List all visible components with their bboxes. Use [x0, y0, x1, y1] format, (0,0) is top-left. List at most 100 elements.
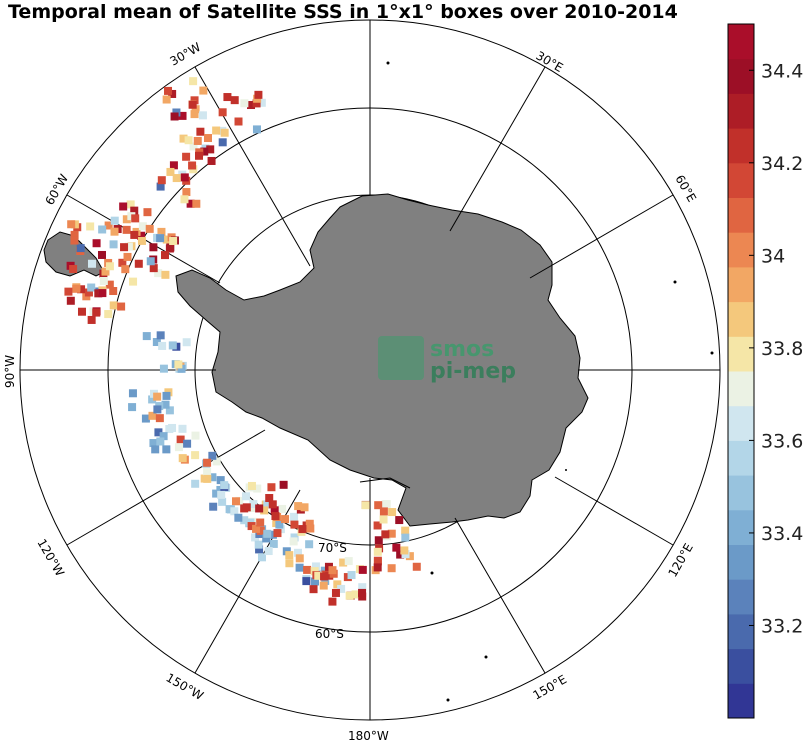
sss-box	[151, 445, 160, 454]
sss-box	[161, 251, 170, 260]
sss-box	[206, 145, 215, 154]
sss-box	[232, 497, 241, 506]
colorbar-swatch	[728, 197, 754, 233]
sss-box	[123, 252, 132, 261]
meridian-label-120w: 120°W	[34, 537, 67, 579]
meridian-label-180: 180°W	[348, 729, 389, 742]
sss-box	[247, 101, 256, 110]
sss-box	[77, 307, 86, 316]
sss-box	[69, 265, 78, 274]
meridian-label-30w: 30°W	[168, 40, 204, 69]
sss-box	[145, 224, 154, 233]
sss-box	[203, 134, 212, 143]
sss-box	[165, 406, 174, 415]
sss-box	[172, 174, 181, 183]
colorbar-swatch	[728, 648, 754, 684]
colorbar-swatch	[728, 266, 754, 303]
sss-box	[180, 173, 189, 182]
sss-box	[345, 591, 354, 600]
sss-box	[373, 547, 382, 556]
colorbar-swatch	[728, 440, 754, 476]
sss-box	[165, 244, 174, 253]
sss-box	[174, 360, 183, 369]
colorbar-swatch	[728, 24, 754, 60]
sss-box	[303, 565, 312, 574]
colorbar-swatch	[728, 683, 754, 719]
sss-box	[358, 592, 367, 601]
sss-box	[278, 504, 287, 513]
sss-box	[337, 584, 346, 593]
colorbar-tick-label: 33.8	[761, 338, 803, 360]
sss-box	[178, 424, 187, 433]
meridian-120e	[554, 476, 674, 546]
sss-box	[162, 95, 171, 104]
sss-box	[110, 216, 119, 225]
sss-box	[143, 208, 152, 217]
sss-box	[203, 458, 212, 467]
sss-box	[129, 277, 138, 286]
sss-box	[131, 214, 140, 223]
sss-box	[84, 288, 93, 297]
colorbar-swatch	[728, 162, 754, 198]
sss-box	[109, 240, 118, 249]
sss-box	[196, 127, 205, 136]
sss-box	[157, 227, 166, 236]
sss-box	[333, 580, 342, 589]
sss-box	[300, 503, 309, 512]
sss-box	[161, 270, 170, 279]
sss-box	[311, 577, 320, 586]
sss-box	[190, 110, 199, 119]
sss-box	[314, 571, 323, 580]
sss-box	[149, 439, 158, 448]
colorbar-tick-label: 33.6	[761, 430, 803, 452]
sss-box	[264, 547, 273, 556]
colorbar-swatch	[728, 544, 754, 580]
colorbar-swatch	[728, 301, 754, 337]
sss-box	[271, 512, 280, 521]
sss-box	[92, 239, 101, 248]
meridian-30e	[449, 66, 546, 232]
sss-box	[141, 414, 150, 423]
sss-box	[162, 235, 171, 244]
sss-box	[122, 215, 131, 224]
sss-box	[209, 502, 218, 511]
sss-box	[178, 454, 187, 463]
sss-box	[374, 536, 383, 545]
sss-box	[184, 136, 193, 145]
sss-box	[188, 161, 197, 170]
sss-box	[168, 341, 177, 350]
sss-box	[230, 507, 239, 516]
sss-box	[234, 513, 243, 522]
sss-box	[199, 86, 208, 95]
island	[673, 280, 677, 284]
sss-box	[240, 516, 249, 525]
colorbar-tick-label: 34.2	[761, 153, 803, 175]
meridian-label-30e: 30°E	[534, 48, 566, 75]
sss-box	[172, 108, 181, 117]
sss-box	[290, 520, 299, 529]
sss-box	[104, 221, 113, 230]
sss-box	[149, 243, 158, 252]
sss-box	[87, 315, 96, 324]
sss-box	[387, 564, 396, 573]
island	[484, 655, 488, 659]
sss-box	[305, 519, 314, 528]
sss-box	[230, 96, 239, 105]
sss-box	[157, 176, 166, 185]
sss-box	[191, 451, 200, 460]
sss-box	[212, 457, 221, 466]
sss-box	[104, 310, 113, 319]
logo-emblem	[378, 336, 424, 380]
sss-box	[217, 490, 226, 499]
sss-box	[223, 93, 232, 102]
sss-box	[182, 338, 191, 347]
sss-box	[138, 222, 147, 231]
sss-box	[252, 99, 261, 108]
sss-box	[72, 284, 81, 293]
sss-box	[379, 515, 388, 524]
sss-box	[121, 265, 130, 274]
sss-box	[137, 236, 146, 245]
colorbar-tick-label: 33.2	[761, 615, 803, 637]
sss-box	[262, 534, 271, 543]
